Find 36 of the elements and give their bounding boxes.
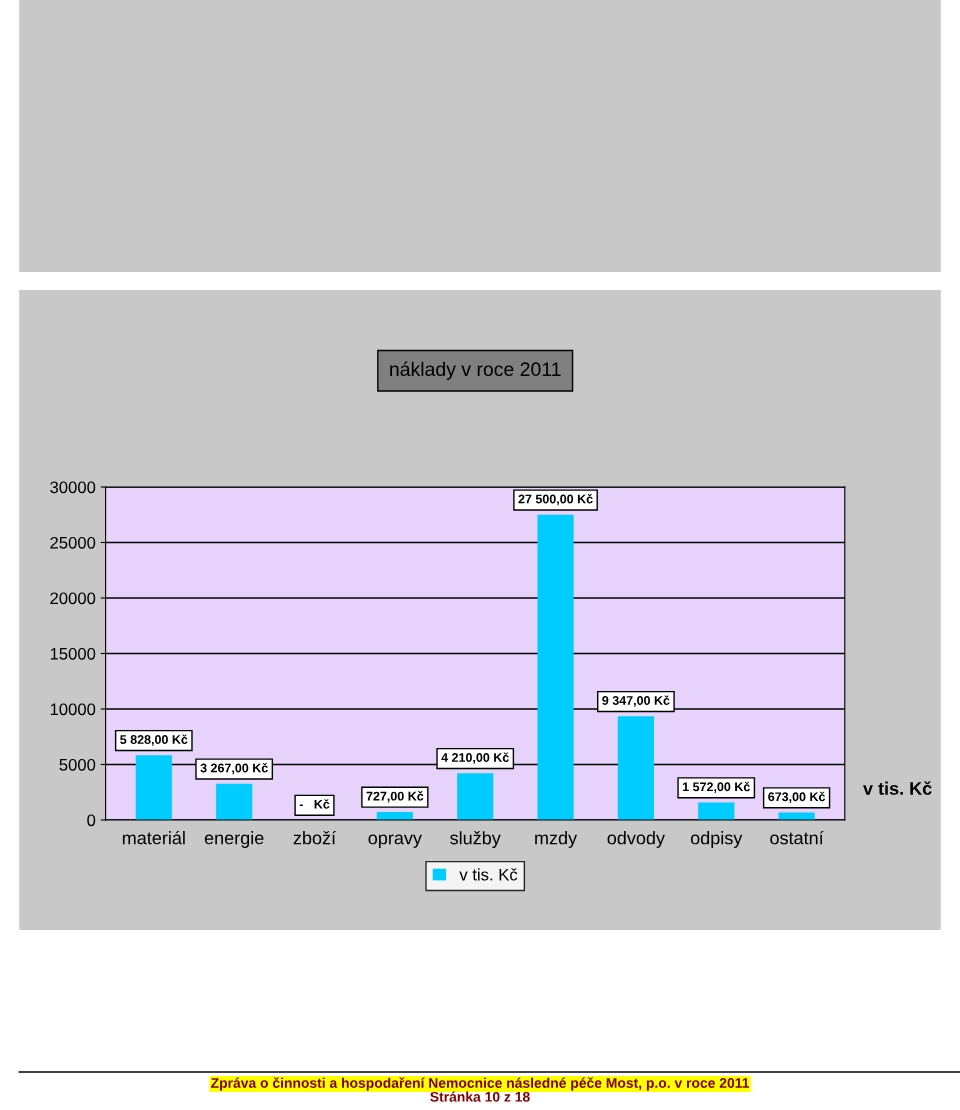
x-tick-label: zboží — [293, 830, 336, 845]
y-tick-label: 5000 — [59, 758, 96, 771]
bar — [457, 773, 494, 820]
data-label: 5 828,00 Kč — [120, 734, 188, 746]
bar — [698, 802, 735, 820]
y-tick-label: 15000 — [50, 647, 96, 660]
x-tick-label: opravy — [368, 834, 422, 848]
chart-title: náklady v roce 2011 — [390, 361, 561, 380]
x-tick-label: ostatní — [770, 830, 824, 845]
legend-label: v tis. Kč — [459, 868, 518, 881]
x-tick-label: odvody — [607, 831, 665, 848]
bar — [135, 755, 172, 820]
y-tick-label: 20000 — [50, 592, 96, 605]
data-label: 673,00 Kč — [768, 791, 826, 803]
text: v tis. Kč — [863, 781, 932, 795]
bar — [537, 514, 574, 820]
y-tick-label: 25000 — [50, 536, 96, 549]
x-tick-label: odpisy — [690, 831, 743, 848]
y-tick-label: 0 — [87, 814, 96, 827]
x-tick-label: služby — [450, 831, 501, 848]
text: Stránka 10 z 18 — [430, 1091, 530, 1102]
text: Zpráva o činnosti a hospodaření Nemocnice následné péče Most, p.o. v roce 2011 — [211, 1077, 750, 1091]
data-label: 9 347,00 Kč — [602, 695, 670, 707]
data-label: - Kč — [299, 799, 330, 809]
data-label: 1 572,00 Kč — [682, 781, 750, 794]
x-tick-label: energie — [204, 831, 264, 848]
data-label: 27 500,00 Kč — [518, 493, 593, 506]
bar — [216, 783, 253, 820]
x-tick-label: mzdy — [535, 831, 578, 848]
data-label: 4 210,00 Kč — [441, 752, 509, 764]
x-tick-label: materiál — [122, 830, 185, 845]
data-label: 727,00 Kč — [366, 791, 424, 803]
y-tick-label: 30000 — [50, 481, 96, 494]
data-label: 3 267,00 Kč — [200, 762, 268, 775]
bar — [617, 716, 654, 820]
y-tick-label: 10000 — [50, 703, 96, 716]
